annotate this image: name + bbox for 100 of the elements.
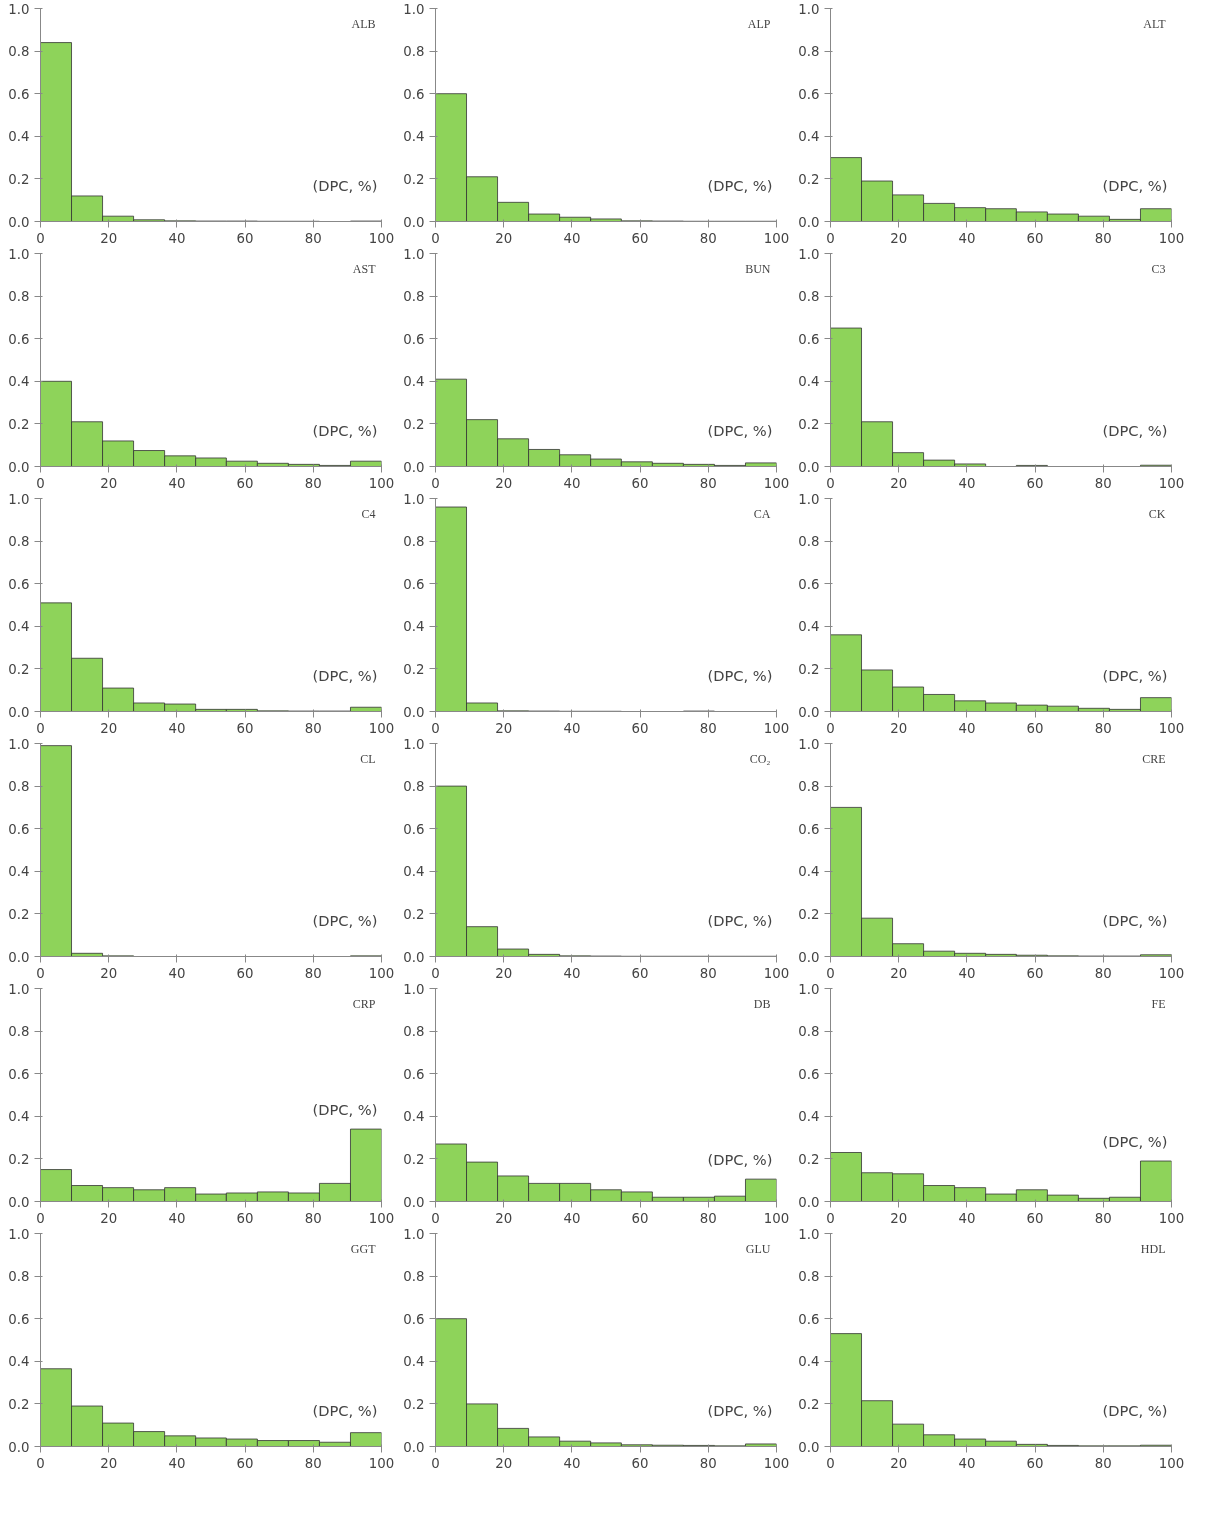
y-tick-label: 0.0 xyxy=(798,1439,820,1455)
y-tick-label: 0.4 xyxy=(403,129,425,145)
y-tick-label: 0.4 xyxy=(8,1354,30,1370)
y-tick-label: 0.2 xyxy=(403,1396,425,1412)
y-tick-label: 0.2 xyxy=(8,171,30,187)
y-tick-label: 0.6 xyxy=(8,576,30,592)
y-tick-label: 1.0 xyxy=(403,491,425,507)
y-tick-label: 0.4 xyxy=(798,1354,820,1370)
annotation: (DPC, %) xyxy=(312,421,378,439)
x-tick-label: 40 xyxy=(958,1455,976,1471)
x-tick-label: 80 xyxy=(1094,965,1112,981)
x-tick-label: 60 xyxy=(1026,965,1044,981)
y-tick-label: 0.8 xyxy=(8,44,30,60)
x-tick-label: 100 xyxy=(368,965,395,981)
x-tick-label: 100 xyxy=(1158,1210,1185,1226)
x-tick-label: 80 xyxy=(1094,1210,1112,1226)
x-tick-label: 20 xyxy=(495,475,513,491)
x-tick-label: 0 xyxy=(431,965,440,981)
x-tick-label: 80 xyxy=(304,965,322,981)
x-tick-label: 40 xyxy=(168,230,186,246)
x-tick-label: 0 xyxy=(36,475,45,491)
x-tick-label: 40 xyxy=(168,475,186,491)
x-tick-label: 20 xyxy=(890,1455,908,1471)
x-tick-label: 100 xyxy=(368,1210,395,1226)
y-tick-label: 0.0 xyxy=(798,704,820,720)
y-tick-label: 0.8 xyxy=(798,44,820,60)
x-tick-label: 80 xyxy=(699,475,717,491)
y-tick-label: 0.4 xyxy=(8,374,30,390)
text: CRE xyxy=(1142,751,1166,766)
x-tick-label: 100 xyxy=(368,720,395,736)
y-tick-label: 0.8 xyxy=(8,289,30,305)
annotation: (DPC, %) xyxy=(312,1101,378,1119)
x-tick-label: 0 xyxy=(431,1210,440,1226)
y-tick-label: 0.8 xyxy=(8,1269,30,1285)
text: CK xyxy=(1148,506,1166,521)
y-tick-label: 0.2 xyxy=(8,1151,30,1167)
x-tick-label: 100 xyxy=(1158,965,1185,981)
text: ALB xyxy=(351,16,376,31)
x-tick-label: 60 xyxy=(631,1210,649,1226)
y-tick-label: 0.0 xyxy=(403,949,425,965)
x-tick-label: 0 xyxy=(826,1210,835,1226)
y-tick-label: 0.8 xyxy=(403,779,425,795)
x-tick-label: 20 xyxy=(100,1210,118,1226)
text: HDL xyxy=(1140,1241,1166,1256)
text: ALT xyxy=(1143,16,1167,31)
y-tick-label: 0.4 xyxy=(798,1109,820,1125)
y-tick-label: 0.4 xyxy=(403,374,425,390)
x-tick-label: 80 xyxy=(1094,230,1112,246)
text: CA xyxy=(753,506,771,521)
y-tick-label: 0.8 xyxy=(8,779,30,795)
y-tick-label: 0.8 xyxy=(403,1269,425,1285)
x-tick-label: 40 xyxy=(958,230,976,246)
y-tick-label: 0.6 xyxy=(8,821,30,837)
text: CL xyxy=(360,751,376,766)
x-tick-label: 20 xyxy=(495,1210,513,1226)
annotation: (DPC, %) xyxy=(312,1401,378,1419)
x-tick-label: 80 xyxy=(304,475,322,491)
x-tick-label: 60 xyxy=(236,720,254,736)
x-tick-label: 80 xyxy=(304,1455,322,1471)
y-tick-label: 0.6 xyxy=(403,821,425,837)
y-tick-label: 0.6 xyxy=(798,1311,820,1327)
x-tick-label: 40 xyxy=(563,230,581,246)
y-tick-label: 0.8 xyxy=(403,289,425,305)
y-tick-label: 0.6 xyxy=(798,86,820,102)
y-tick-label: 0.0 xyxy=(8,214,30,230)
x-tick-label: 100 xyxy=(368,1455,395,1471)
x-tick-label: 0 xyxy=(431,720,440,736)
x-tick-label: 20 xyxy=(100,965,118,981)
x-tick-label: 100 xyxy=(763,965,790,981)
text: CRP xyxy=(352,996,376,1011)
y-tick-label: 0.6 xyxy=(8,1311,30,1327)
y-tick-label: 0.0 xyxy=(798,459,820,475)
x-tick-label: 40 xyxy=(958,475,976,491)
y-tick-label: 0.6 xyxy=(403,1311,425,1327)
x-tick-label: 40 xyxy=(563,965,581,981)
x-tick-label: 20 xyxy=(495,230,513,246)
x-tick-label: 40 xyxy=(958,965,976,981)
x-tick-label: 80 xyxy=(699,720,717,736)
text: AST xyxy=(352,261,377,276)
y-tick-label: 0.8 xyxy=(798,534,820,550)
x-tick-label: 20 xyxy=(890,475,908,491)
annotation: (DPC, %) xyxy=(1102,1133,1168,1151)
x-tick-label: 80 xyxy=(699,965,717,981)
x-tick-label: 80 xyxy=(1094,1455,1112,1471)
y-tick-label: 0.8 xyxy=(8,534,30,550)
annotation: (DPC, %) xyxy=(707,666,773,684)
y-tick-label: 0.0 xyxy=(8,704,30,720)
y-tick-label: 1.0 xyxy=(8,246,30,262)
y-tick-label: 1.0 xyxy=(798,981,820,997)
y-tick-label: 0.0 xyxy=(403,214,425,230)
x-tick-label: 20 xyxy=(495,965,513,981)
x-tick-label: 0 xyxy=(431,475,440,491)
x-tick-label: 60 xyxy=(631,475,649,491)
text: CO₂ xyxy=(749,751,771,766)
y-tick-label: 1.0 xyxy=(8,1226,30,1242)
text: GLU xyxy=(745,1241,771,1256)
y-tick-label: 0.4 xyxy=(8,864,30,880)
y-tick-label: 1.0 xyxy=(798,1226,820,1242)
x-tick-label: 100 xyxy=(763,1455,790,1471)
x-tick-label: 40 xyxy=(168,1210,186,1226)
